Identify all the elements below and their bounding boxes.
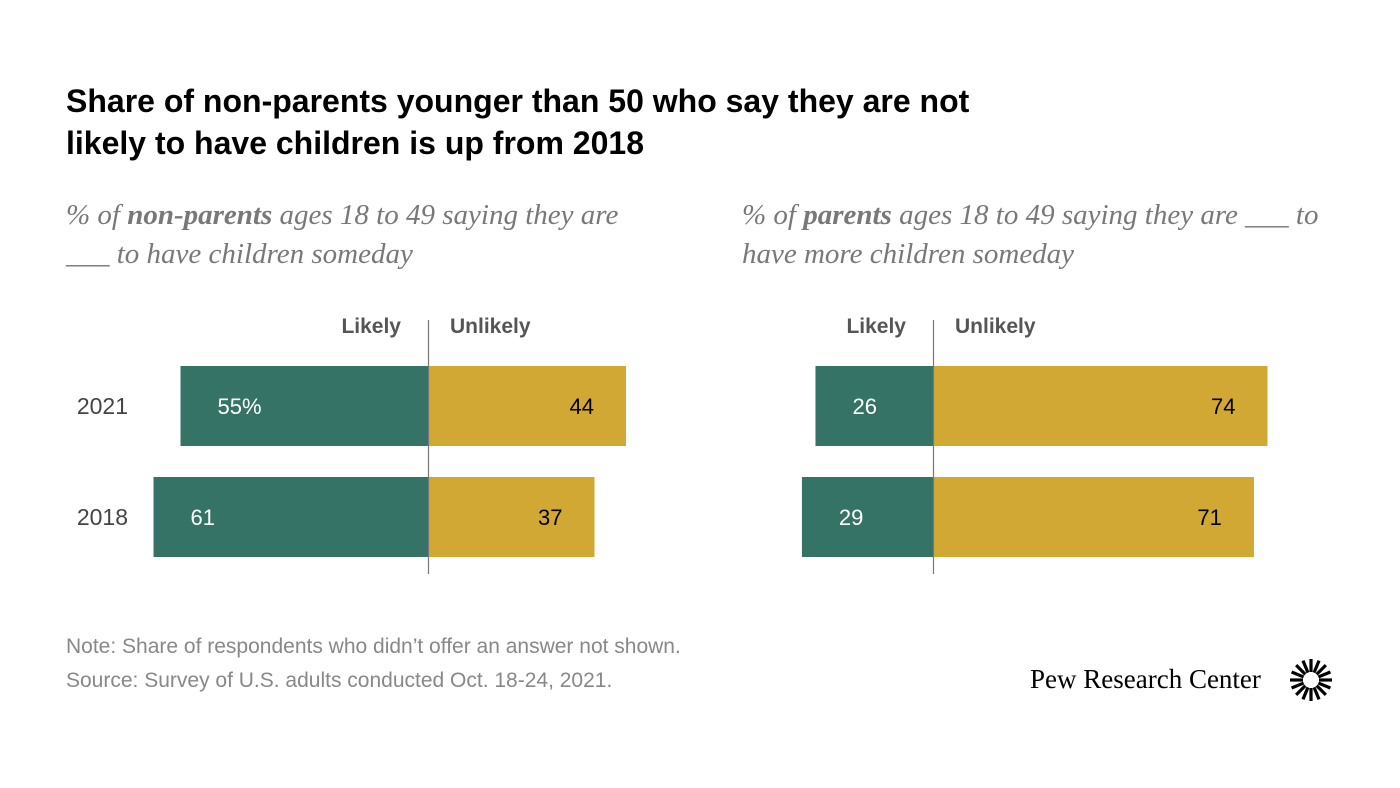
legend-unlikely-1: Unlikely (955, 315, 1036, 338)
bar-likely-0-0 (180, 366, 428, 446)
bar-unlikely-1-0 (933, 366, 1268, 446)
right-chart-subtitle: % of parents ages 18 to 49 saying they a… (742, 196, 1362, 274)
bar-likely-1-1 (801, 477, 933, 557)
bar-unlikely-0-0 (428, 366, 626, 446)
right-subtitle-post: ages 18 to 49 saying they are ___ to hav… (742, 199, 1319, 270)
label-unlikely-0-1: 37 (538, 505, 562, 530)
legend-likely-0: Likely (341, 315, 401, 338)
category-label-0: 2021 (77, 393, 128, 419)
left-subtitle-bold: non-parents (127, 199, 273, 231)
brand-name: Pew Research Center (1030, 664, 1261, 694)
chart-title: Share of non-parents younger than 50 who… (66, 83, 970, 161)
right-subtitle-pre: % of (742, 199, 804, 231)
label-likely-0-1: 61 (191, 505, 215, 530)
bar-unlikely-1-1 (933, 477, 1254, 557)
chart-source: Source: Survey of U.S. adults conducted … (66, 669, 613, 692)
legend-unlikely-0: Unlikely (450, 315, 531, 338)
right-subtitle-bold: parents (803, 199, 892, 231)
chart-note: Note: Share of respondents who didn’t of… (66, 635, 681, 658)
label-unlikely-1-1: 71 (1197, 505, 1221, 530)
left-subtitle-pre: % of (66, 199, 128, 231)
pew-logo-icon (1290, 659, 1332, 701)
label-likely-1-0: 26 (852, 394, 876, 419)
left-chart-subtitle: % of non-parents ages 18 to 49 saying th… (66, 196, 666, 274)
label-unlikely-1-0: 74 (1211, 394, 1235, 419)
label-likely-1-1: 29 (839, 505, 863, 530)
left-subtitle-post: ages 18 to 49 saying they are ___ to hav… (66, 199, 619, 270)
label-unlikely-0-0: 44 (570, 394, 594, 419)
label-likely-0-0: 55% (218, 394, 262, 419)
bar-likely-0-1 (153, 477, 428, 557)
category-label-1: 2018 (77, 504, 128, 530)
bar-likely-1-0 (815, 366, 933, 446)
legend-likely-1: Likely (846, 315, 906, 338)
bar-unlikely-0-1 (428, 477, 595, 557)
